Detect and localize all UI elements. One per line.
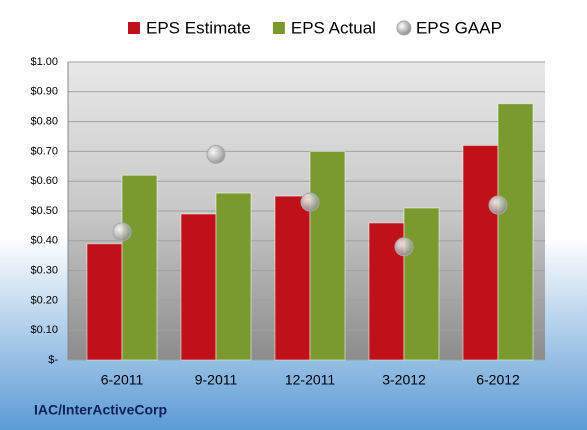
bar — [86, 243, 123, 361]
gaap-marker — [394, 237, 414, 257]
bar — [215, 192, 252, 361]
gaap-marker — [206, 144, 226, 164]
legend-swatch — [396, 20, 412, 36]
y-tick-label: $- — [48, 354, 58, 366]
gaap-marker — [112, 222, 132, 242]
bar — [180, 213, 217, 361]
legend-label: EPS Actual — [291, 18, 376, 37]
bar — [403, 207, 440, 361]
y-tick-label: $0.70 — [30, 145, 58, 157]
y-tick-label: $0.20 — [30, 294, 58, 306]
legend-label: EPS Estimate — [146, 18, 251, 37]
x-tick-label: 6-2011 — [101, 372, 144, 388]
y-tick-label: $0.10 — [30, 324, 58, 336]
y-tick-label: $0.80 — [30, 116, 58, 128]
legend-swatch — [128, 22, 140, 34]
y-tick-label: $0.90 — [30, 86, 58, 98]
x-tick-label: 6-2012 — [476, 372, 520, 388]
caption: IAC/InterActiveCorp — [34, 402, 167, 418]
gaap-marker — [488, 195, 508, 215]
y-tick-label: $0.40 — [30, 235, 58, 247]
y-tick-label: $1.00 — [30, 56, 58, 68]
bar — [309, 150, 346, 361]
legend-swatch — [272, 22, 285, 34]
bar — [497, 103, 534, 361]
bar — [121, 174, 158, 361]
bar — [462, 144, 499, 361]
y-tick-label: $0.60 — [30, 175, 58, 187]
x-tick-label: 9-2011 — [195, 372, 238, 388]
legend-label: EPS GAAP — [416, 18, 502, 37]
y-tick-label: $0.50 — [30, 205, 58, 217]
bar — [274, 195, 311, 361]
gaap-marker — [300, 192, 320, 212]
x-tick-label: 3-2012 — [382, 372, 426, 388]
x-tick-label: 12-2011 — [285, 372, 336, 388]
y-tick-label: $0.30 — [30, 265, 58, 277]
